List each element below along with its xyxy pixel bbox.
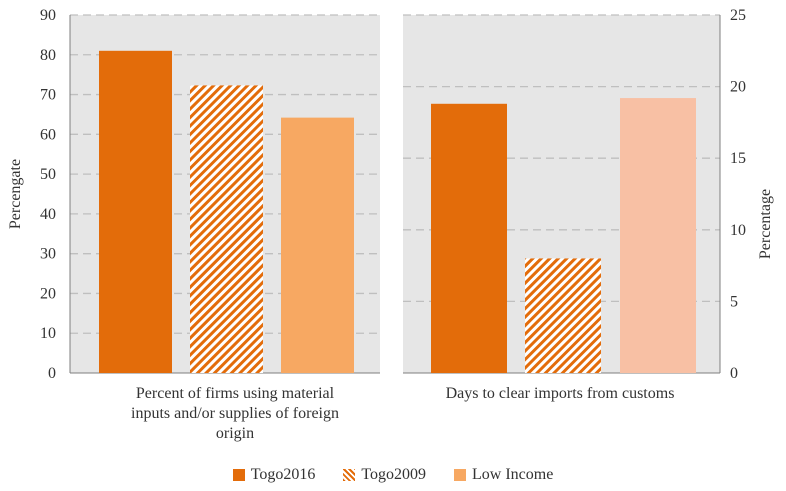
left-category-line: origin	[215, 425, 255, 442]
bar-togo2016	[431, 103, 507, 373]
y-tick-label: 80	[40, 47, 56, 64]
bar-low-income	[281, 117, 354, 373]
right-category-label: Days to clear imports from customs	[400, 384, 720, 404]
bar-togo2009	[190, 85, 263, 373]
y-tick-label: 25	[730, 7, 746, 24]
legend-item-togo2016: Togo2016	[232, 466, 316, 484]
y-tick-label: 30	[40, 246, 56, 263]
legend-label: Togo2016	[250, 466, 316, 483]
bar-togo2016	[99, 50, 172, 374]
legend: Togo2016 Togo2009 Low Income	[0, 466, 786, 484]
y-tick-label: 20	[40, 285, 56, 302]
y-tick-label: 5	[730, 293, 738, 310]
y-tick-label: 20	[730, 79, 746, 96]
y-tick-label: 10	[40, 325, 56, 342]
right-panel: 0 5 10 15 20 25 Percentage	[403, 7, 774, 382]
y-tick-label: 40	[40, 206, 56, 223]
bar-low-income	[620, 98, 696, 373]
left-category-label: Percent of firms using material inputs a…	[70, 384, 400, 444]
y-tick-label: 15	[730, 150, 746, 167]
y-tick-label: 90	[40, 7, 56, 24]
legend-label: Low Income	[472, 466, 554, 483]
y-tick-label: 10	[730, 222, 746, 239]
legend-swatch-low-income	[454, 469, 466, 481]
right-category-line: Days to clear imports from customs	[445, 385, 675, 402]
legend-label: Togo2009	[361, 466, 426, 483]
y-tick-label: 0	[730, 365, 738, 382]
y-tick-label: 50	[40, 166, 56, 183]
y-tick-label: 70	[40, 87, 56, 104]
left-panel: 0 10 20 30 40 50 60 70 80 90 Percengate	[7, 7, 380, 382]
y-tick-label: 60	[40, 126, 56, 143]
bar-togo2009	[525, 258, 601, 373]
y-axis-label: Percengate	[7, 159, 24, 229]
left-category-line: Percent of firms using material	[135, 385, 335, 402]
legend-swatch-togo2009	[343, 469, 356, 481]
y-axis-label: Percentage	[757, 189, 774, 259]
legend-swatch-togo2016	[232, 469, 245, 481]
left-category-line: inputs and/or supplies of foreign	[131, 405, 339, 422]
legend-item-togo2009: Togo2009	[343, 466, 426, 484]
legend-item-low-income: Low Income	[454, 466, 553, 484]
y-tick-label: 0	[48, 365, 56, 382]
